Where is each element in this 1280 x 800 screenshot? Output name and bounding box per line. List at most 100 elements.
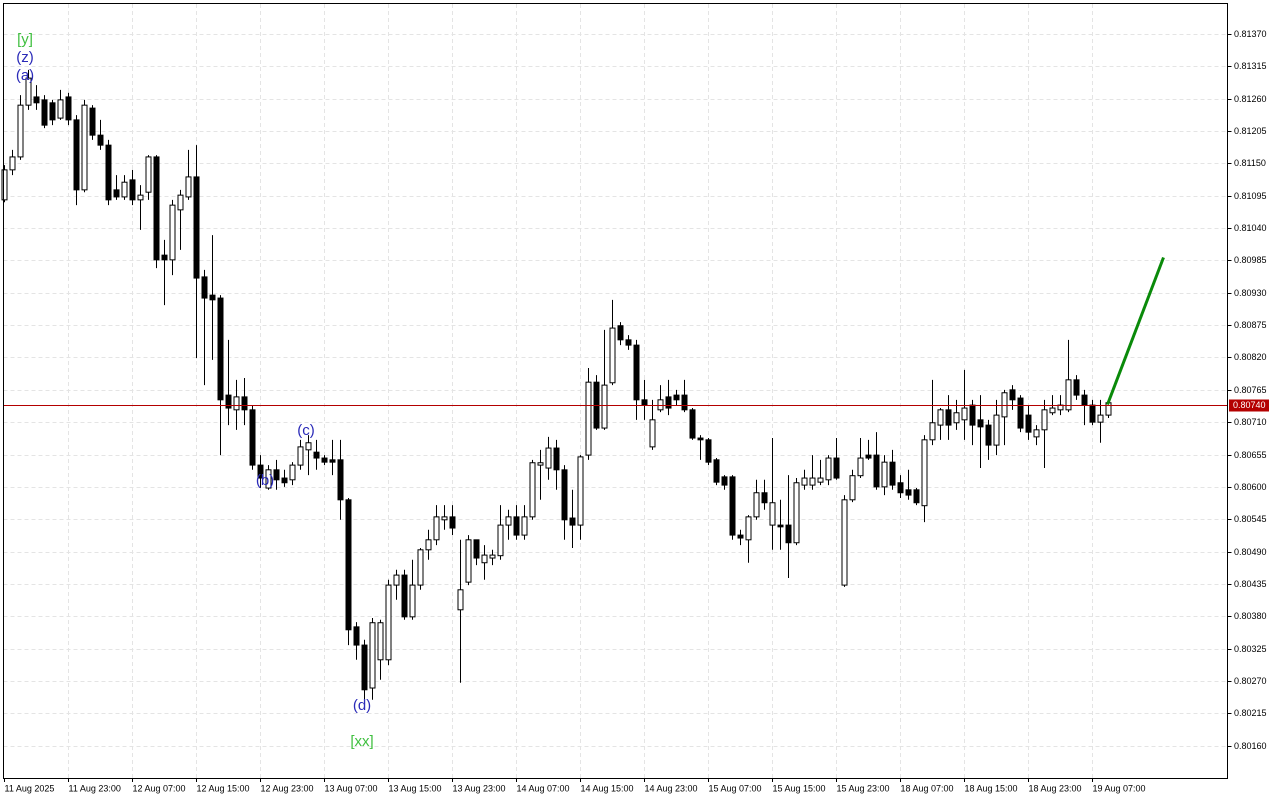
candle-body xyxy=(961,407,968,421)
candle-body xyxy=(921,439,928,507)
candle-body xyxy=(553,447,560,471)
candle-body xyxy=(465,539,472,583)
candle-body xyxy=(937,409,944,426)
candle-body xyxy=(185,176,192,198)
candle-body xyxy=(873,454,880,488)
x-tick-label: 15 Aug 07:00 xyxy=(709,783,762,793)
candle-body xyxy=(649,419,656,448)
candle-body xyxy=(825,457,832,481)
candle-body xyxy=(193,176,200,279)
candle-body xyxy=(665,396,672,409)
candle-body xyxy=(617,325,624,341)
y-tick-label: 0.81095 xyxy=(1234,191,1267,201)
candle-body xyxy=(473,539,480,559)
candle-body xyxy=(889,461,896,486)
x-tick-label: 11 Aug 23:00 xyxy=(69,783,121,793)
candle-body xyxy=(497,524,504,557)
candle-body xyxy=(377,622,384,661)
candle-body xyxy=(793,482,800,544)
candle-body xyxy=(1,169,8,201)
plot-frame xyxy=(3,3,1228,779)
candle-body xyxy=(609,327,616,384)
candle-body xyxy=(393,574,400,586)
candle-body xyxy=(337,459,344,501)
x-tick-label: 12 Aug 07:00 xyxy=(133,783,186,793)
candle-body xyxy=(729,476,736,536)
candle-body xyxy=(785,524,792,544)
candle-body xyxy=(137,194,144,201)
y-tick-label: 0.80270 xyxy=(1234,676,1267,686)
candle-body xyxy=(625,339,632,346)
candle-body xyxy=(1009,389,1016,401)
candle-body xyxy=(929,422,936,441)
candle-body xyxy=(673,394,680,401)
x-tick-label: 13 Aug 15:00 xyxy=(389,783,442,793)
candle-body xyxy=(769,502,776,526)
candle-body xyxy=(257,464,264,479)
candle-body xyxy=(297,446,304,466)
candle-body xyxy=(905,489,912,496)
candle-body xyxy=(1097,414,1104,423)
last-price-box xyxy=(1229,399,1269,412)
candle-body xyxy=(505,516,512,526)
candle-body xyxy=(881,461,888,488)
candle-body xyxy=(705,439,712,463)
candle-body xyxy=(233,396,240,411)
candle-body xyxy=(33,96,40,104)
candle-body xyxy=(409,584,416,618)
candle-body xyxy=(289,464,296,481)
candle-body xyxy=(481,554,488,564)
y-tick-label: 0.80655 xyxy=(1234,450,1267,460)
wave-label: [xx] xyxy=(350,733,373,750)
candle-body xyxy=(49,102,56,121)
candle-body xyxy=(209,294,216,301)
candle-body xyxy=(1073,379,1080,396)
candle-body xyxy=(17,104,24,158)
x-tick-label: 19 Aug 07:00 xyxy=(1093,783,1146,793)
candle-body xyxy=(113,189,120,198)
wave-label: (c) xyxy=(297,422,315,439)
x-tick-label: 18 Aug 23:00 xyxy=(1029,783,1082,793)
y-tick-label: 0.81370 xyxy=(1234,29,1267,39)
candle-body xyxy=(305,442,312,451)
candle-body xyxy=(993,414,1000,446)
candle-body xyxy=(529,462,536,518)
candle-body xyxy=(753,492,760,518)
y-tick-label: 0.81315 xyxy=(1234,61,1267,71)
candle-body xyxy=(73,119,80,191)
candle-body xyxy=(313,451,320,459)
y-tick-label: 0.80435 xyxy=(1234,579,1267,589)
candle-body xyxy=(361,644,368,691)
candle-body xyxy=(329,459,336,463)
wave-label: (z) xyxy=(16,49,34,66)
candle-body xyxy=(57,99,64,119)
candle-body xyxy=(273,469,280,481)
candle-body xyxy=(745,516,752,541)
candle-body xyxy=(241,396,248,411)
candle-body xyxy=(737,534,744,539)
y-tick-label: 0.80985 xyxy=(1234,255,1267,265)
y-tick-label: 0.81205 xyxy=(1234,126,1267,136)
candle-body xyxy=(577,456,584,526)
x-tick-label: 13 Aug 23:00 xyxy=(453,783,506,793)
candle-body xyxy=(201,276,208,299)
y-tick-label: 0.80325 xyxy=(1234,644,1267,654)
candle-body xyxy=(129,179,136,201)
candle-body xyxy=(1017,397,1024,429)
candle-body xyxy=(537,462,544,466)
candle-body xyxy=(41,99,48,126)
wave-label: (a) xyxy=(16,67,34,84)
forecast-line xyxy=(1106,256,1165,406)
y-tick-label: 0.80490 xyxy=(1234,547,1267,557)
candle-body xyxy=(521,516,528,536)
x-tick-label: 15 Aug 15:00 xyxy=(773,783,826,793)
candle-body xyxy=(1001,392,1008,418)
y-tick-label: 0.81260 xyxy=(1234,94,1267,104)
y-tick-label: 0.80875 xyxy=(1234,320,1267,330)
candle-body xyxy=(177,194,184,211)
y-tick-label: 0.80820 xyxy=(1234,352,1267,362)
candle-body xyxy=(9,156,16,171)
candle-body xyxy=(281,477,288,484)
y-tick-label: 0.80545 xyxy=(1234,514,1267,524)
